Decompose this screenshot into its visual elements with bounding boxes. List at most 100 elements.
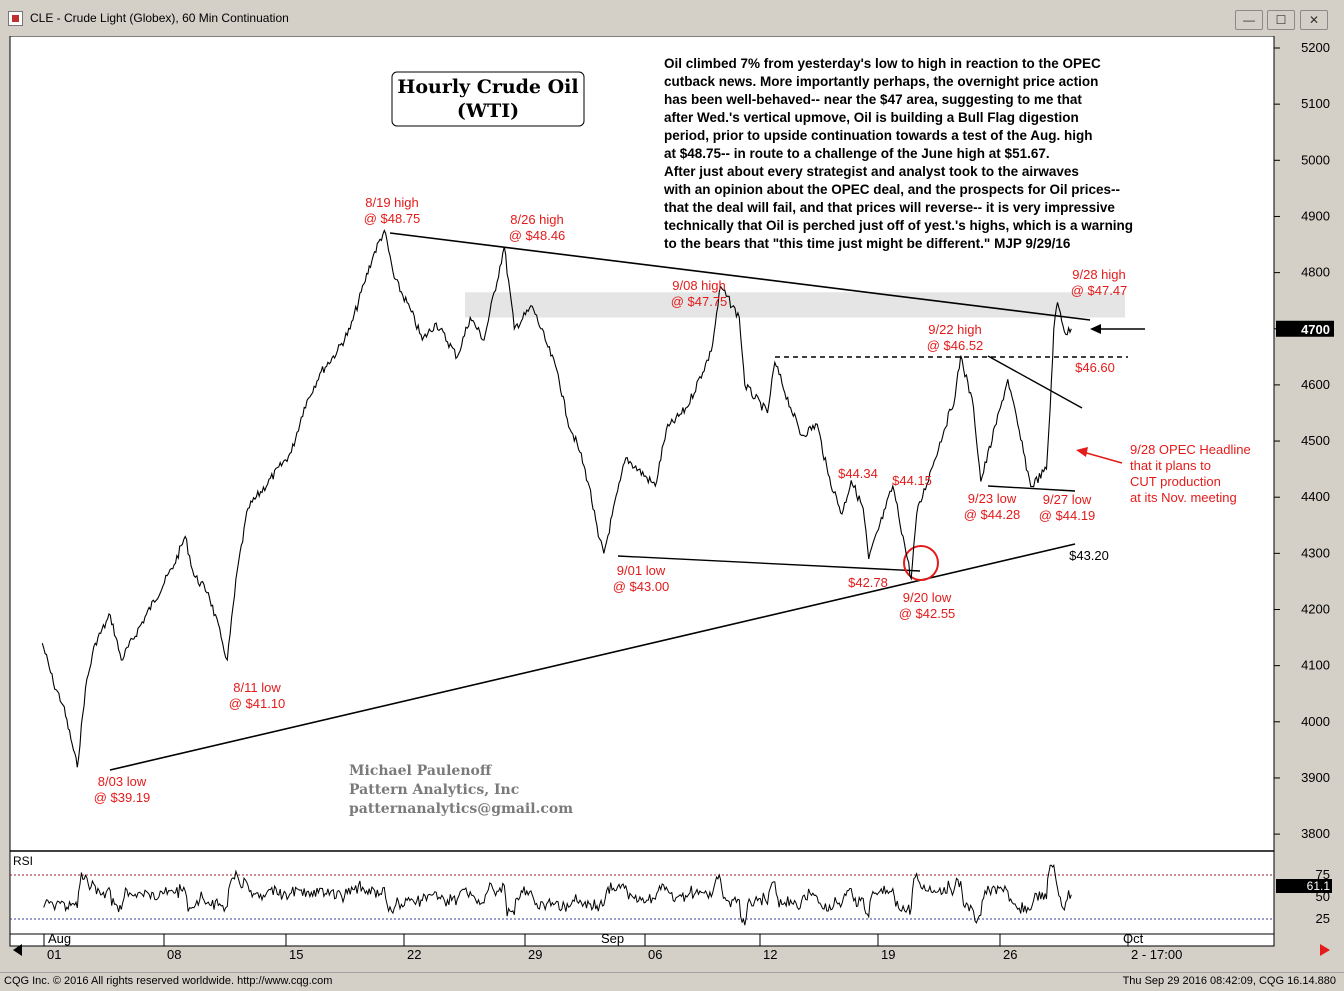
price-tick-label: 5100 xyxy=(1301,96,1330,111)
title-bar: CLE - Crude Light (Globex), 60 Min Conti… xyxy=(0,0,1344,37)
price-tick-label: 5000 xyxy=(1301,152,1330,167)
plot-background xyxy=(10,36,1274,946)
trendlines xyxy=(109,232,1145,771)
price-tick-label: 4300 xyxy=(1301,545,1330,560)
day-tick-label: 19 xyxy=(881,947,895,962)
annotation-label: @ $44.19 xyxy=(1039,508,1096,523)
day-tick-label: 12 xyxy=(763,947,777,962)
annotation-label: @ $47.47 xyxy=(1071,283,1128,298)
annotation-label: 9/08 high xyxy=(672,278,726,293)
annotation-label: CUT production xyxy=(1130,474,1221,489)
flag-lower-line xyxy=(987,485,1076,492)
annotation-label: @ $48.75 xyxy=(364,211,421,226)
price-tick-label: 4100 xyxy=(1301,658,1330,673)
annotation-label: @ $47.75 xyxy=(671,294,728,309)
price-tick-label: 4200 xyxy=(1301,602,1330,617)
rsi-line xyxy=(43,863,1072,926)
annotation-label: 9/01 low xyxy=(617,563,666,578)
annotation-label: at its Nov. meeting xyxy=(1130,490,1237,505)
annotation-label: $43.20 xyxy=(1069,548,1109,563)
support-trendline xyxy=(109,543,1076,771)
minimize-button[interactable]: — xyxy=(1235,10,1263,30)
opec-arrow-head xyxy=(1076,447,1088,457)
title-line-2: (WTI) xyxy=(457,100,519,122)
commentary-line: cutback news. More importantly perhaps, … xyxy=(664,74,1098,89)
day-tick-label: 01 xyxy=(47,947,61,962)
annotations: 8/19 high@ $48.75 8/26 high@ $48.46 9/08 h… xyxy=(94,195,1251,805)
annotation-label: 8/03 low xyxy=(98,774,147,789)
last-price-label: 4700 xyxy=(1301,322,1330,337)
time-axis: 01 08 15 22 29 06 12 19 26 2 - 17:00 Aug Sep Oct xyxy=(43,931,1182,962)
annotation-label: @ $48.46 xyxy=(509,228,566,243)
signature-line: patternanalytics@gmail.com xyxy=(349,801,573,817)
price-tick-label: 4900 xyxy=(1301,208,1330,223)
day-tick-label: 29 xyxy=(528,947,542,962)
signature-line: Pattern Analytics, Inc xyxy=(349,782,519,798)
commentary-text: Oil climbed 7% from yesterday's low to h… xyxy=(663,56,1133,251)
day-tick-label: 08 xyxy=(167,947,181,962)
commentary-line: that the deal will fail, and that prices… xyxy=(664,200,1115,215)
commentary-line: Oil climbed 7% from yesterday's low to h… xyxy=(664,56,1101,71)
commentary-line: After just about every strategist and an… xyxy=(664,164,1079,179)
commentary-line: with an opinion about the OPEC deal, and… xyxy=(663,182,1120,197)
annotation-label: $42.78 xyxy=(848,575,888,590)
month-label: Aug xyxy=(48,931,71,946)
day-tick-label: 2 - 17:00 xyxy=(1131,947,1182,962)
scroll-left-arrow[interactable] xyxy=(13,944,22,956)
annotation-label: @ $42.55 xyxy=(899,606,956,621)
signature-block: Michael Paulenoff Pattern Analytics, Inc p… xyxy=(349,763,573,817)
resistance-zone xyxy=(465,292,1125,318)
price-line xyxy=(41,229,1072,768)
title-line-1: Hourly Crude Oil xyxy=(397,76,578,98)
day-tick-label: 06 xyxy=(648,947,662,962)
price-arrow-head xyxy=(1090,324,1101,334)
annotation-label: $44.34 xyxy=(838,466,878,481)
day-tick-label: 22 xyxy=(407,947,421,962)
opec-arrow xyxy=(1082,451,1123,464)
month-label: Sep xyxy=(601,931,624,946)
annotation-label: @ $41.10 xyxy=(229,696,286,711)
commentary-line: to the bears that "this time just might … xyxy=(664,236,1071,251)
annotation-label: 8/11 low xyxy=(233,680,281,695)
commentary-line: at $48.75-- in route to a challenge of t… xyxy=(664,146,1050,161)
annotation-label: 9/20 low xyxy=(903,590,952,605)
price-series xyxy=(41,229,1072,768)
day-tick-label: 15 xyxy=(289,947,303,962)
rsi-value: 61.1 xyxy=(1307,879,1331,893)
commentary-line: after Wed.'s vertical upmove, Oil is bui… xyxy=(664,110,1079,125)
price-tick-label: 3900 xyxy=(1301,770,1330,785)
price-tick-label: 4000 xyxy=(1301,714,1330,729)
annotation-label: 9/23 low xyxy=(968,491,1017,506)
annotation-label: @ $44.28 xyxy=(964,507,1021,522)
price-tick-label: 5200 xyxy=(1301,40,1330,55)
signature-line: Michael Paulenoff xyxy=(349,763,493,779)
annotation-label: 8/26 high xyxy=(510,212,564,227)
price-axis: 3800 3900 4000 4100 4200 4300 4400 4500 4600 4800… xyxy=(1274,40,1334,841)
day-tick-label: 26 xyxy=(1003,947,1017,962)
rsi-value-box xyxy=(1276,879,1332,893)
price-tick-label: 4500 xyxy=(1301,433,1330,448)
annotation-label: that it plans to xyxy=(1130,458,1211,473)
commentary-line: technically that Oil is perched just off… xyxy=(664,218,1133,233)
annotation-label: @ $43.00 xyxy=(613,579,670,594)
rsi-tick-label: 75 xyxy=(1316,867,1330,882)
annotation-label: $46.60 xyxy=(1075,360,1115,375)
resistance-zone-band xyxy=(465,292,1125,318)
window-title: CLE - Crude Light (Globex), 60 Min Conti… xyxy=(30,11,289,25)
close-button[interactable]: ✕ xyxy=(1300,10,1328,30)
sep20-low-circle xyxy=(903,545,939,581)
annotation-label: @ $46.52 xyxy=(927,338,984,353)
maximize-button[interactable]: ☐ xyxy=(1267,10,1295,30)
rsi-label: RSI xyxy=(13,854,33,868)
timestamp-text: Thu Sep 29 2016 08:42:09, CQG 16.14.880 xyxy=(1122,975,1336,987)
app-icon xyxy=(8,11,23,26)
month-label: Oct xyxy=(1123,931,1144,946)
scroll-right-arrow[interactable] xyxy=(1320,944,1330,956)
chart-area: 3800 3900 4000 4100 4200 4300 4400 4500 4600 4800… xyxy=(0,36,1344,972)
commentary-line: has been well-behaved-- near the $47 are… xyxy=(664,92,1082,107)
annotation-label: 9/28 OPEC Headline xyxy=(1130,442,1251,457)
annotation-label: 9/27 low xyxy=(1043,492,1092,507)
rsi-tick-label: 25 xyxy=(1316,911,1330,926)
